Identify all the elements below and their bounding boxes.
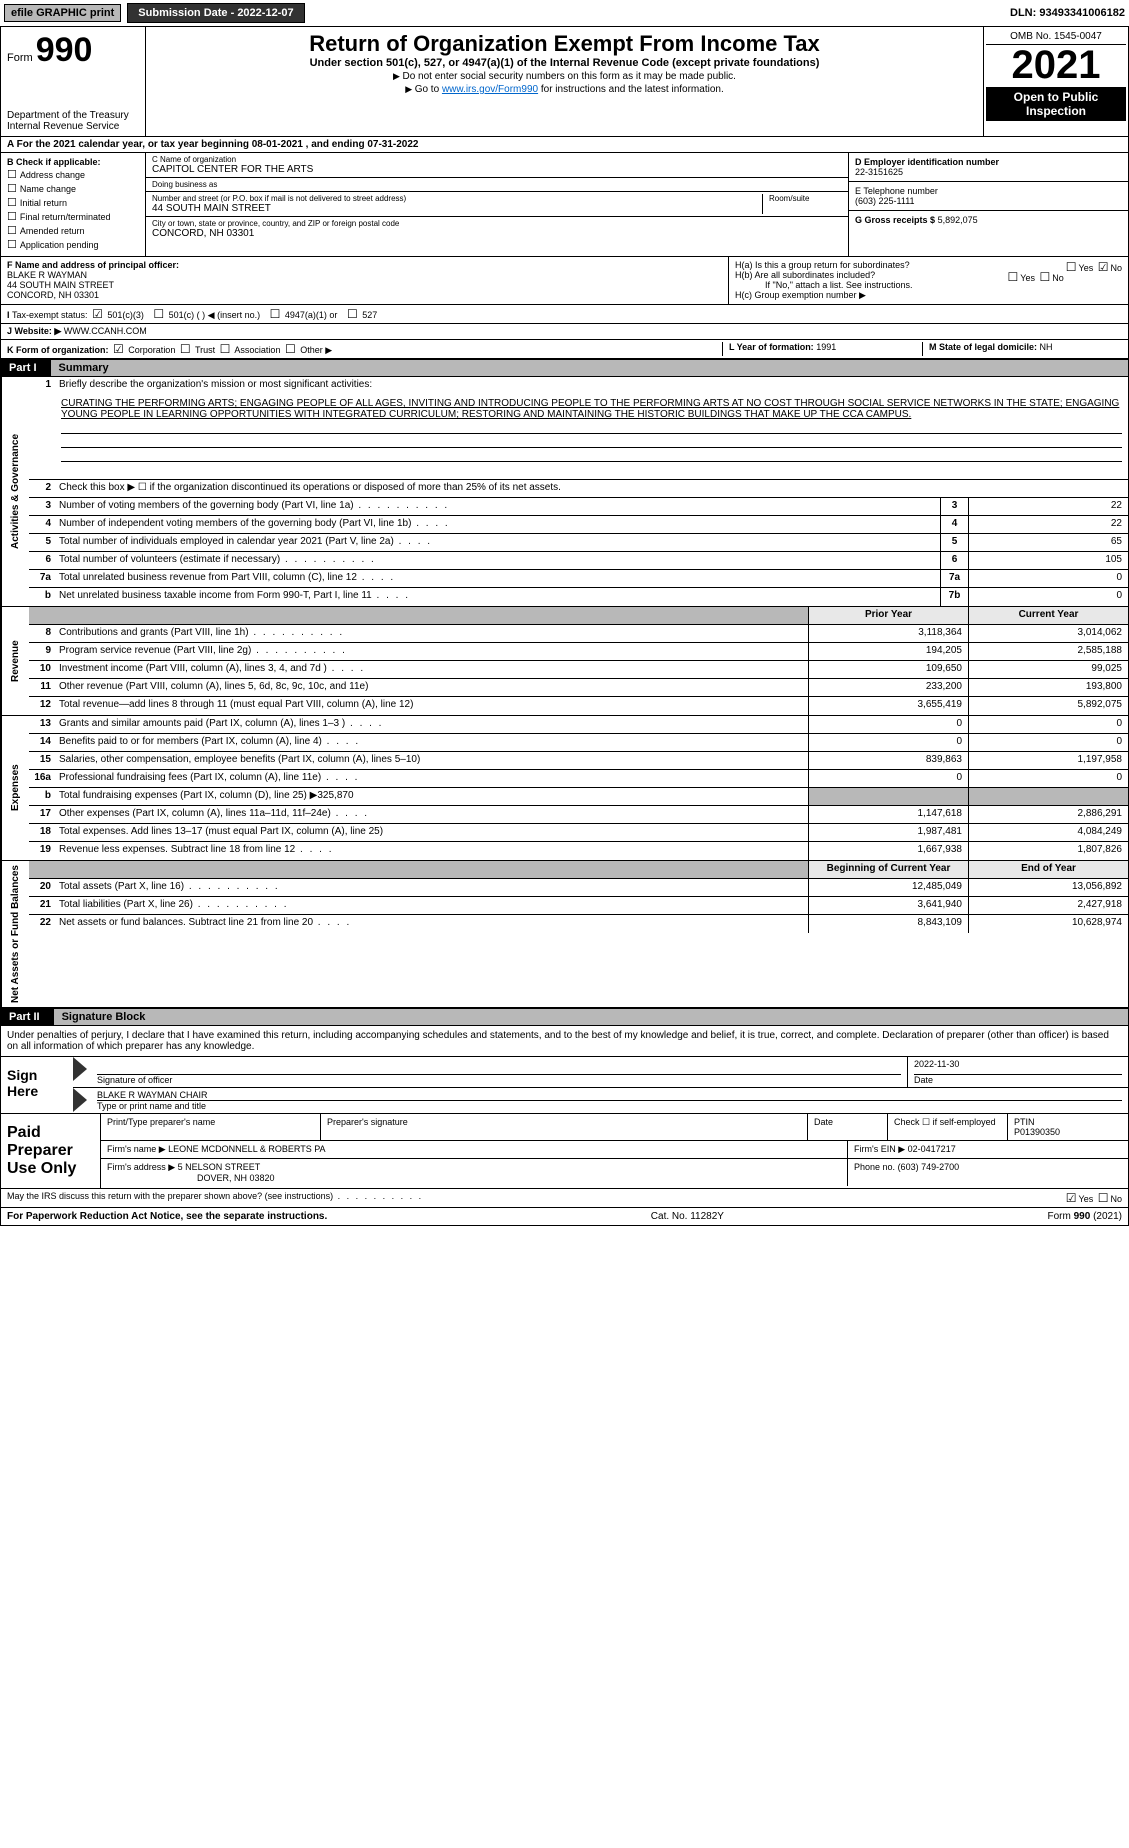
- phone: (603) 225-1111: [855, 196, 1122, 206]
- chk-amended-return[interactable]: Amended return: [7, 224, 139, 237]
- chk-trust[interactable]: [178, 345, 193, 355]
- box-klm: K Form of organization: Corporation Trus…: [0, 340, 1129, 359]
- efile-tag[interactable]: efile GRAPHIC print: [4, 4, 121, 22]
- org-name: CAPITOL CENTER FOR THE ARTS: [152, 164, 842, 175]
- form-prefix: Form: [7, 52, 33, 64]
- preparer-block: Paid Preparer Use Only Print/Type prepar…: [0, 1114, 1129, 1189]
- chk-corporation[interactable]: [111, 345, 126, 355]
- chk-501c[interactable]: [151, 310, 166, 320]
- note-link: Go to www.irs.gov/Form990 for instructio…: [154, 84, 975, 95]
- chk-association[interactable]: [218, 345, 233, 355]
- form-title: Return of Organization Exempt From Incom…: [154, 31, 975, 57]
- submission-date-button[interactable]: Submission Date - 2022-12-07: [127, 3, 304, 23]
- chk-application-pending[interactable]: Application pending: [7, 238, 139, 251]
- irs-label: Internal Revenue Service: [7, 121, 139, 132]
- firm-ein: 02-0417217: [908, 1144, 956, 1154]
- header-right: OMB No. 1545-0047 2021 Open to Public In…: [983, 27, 1128, 136]
- part2-header: Part II Signature Block: [0, 1008, 1129, 1026]
- hb-no[interactable]: [1037, 273, 1052, 283]
- period-a-label: A: [7, 139, 14, 150]
- dln-label: DLN: 93493341006182: [1010, 7, 1125, 19]
- l5-val: 65: [968, 534, 1128, 551]
- street: 44 SOUTH MAIN STREET: [152, 203, 762, 214]
- officer-printed-name: BLAKE R WAYMAN CHAIR: [97, 1090, 1122, 1101]
- section-governance: Activities & Governance 1 Briefly descri…: [0, 377, 1129, 607]
- hb-yes[interactable]: [1006, 273, 1021, 283]
- chk-final-return[interactable]: Final return/terminated: [7, 210, 139, 223]
- chk-527[interactable]: [345, 310, 360, 320]
- box-j: J Website: ▶ WWW.CCANH.COM: [0, 324, 1129, 340]
- irs-link[interactable]: www.irs.gov/Form990: [442, 84, 538, 95]
- inspection-badge: Open to Public Inspection: [986, 87, 1126, 121]
- l6-val: 105: [968, 552, 1128, 569]
- city: CONCORD, NH 03301: [152, 228, 842, 239]
- chk-address-change[interactable]: Address change: [7, 168, 139, 181]
- section-netassets: Net Assets or Fund Balances Beginning of…: [0, 861, 1129, 1008]
- website[interactable]: WWW.CCANH.COM: [64, 326, 147, 336]
- form-number: 990: [36, 31, 93, 69]
- firm-addr2: DOVER, NH 03820: [107, 1173, 275, 1183]
- entity-block: B Check if applicable: Address change Na…: [0, 153, 1129, 257]
- row-fh: F Name and address of principal officer:…: [0, 257, 1129, 305]
- l7b-val: 0: [968, 588, 1128, 606]
- chk-initial-return[interactable]: Initial return: [7, 196, 139, 209]
- l4-val: 22: [968, 516, 1128, 533]
- firm-name: LEONE MCDONNELL & ROBERTS PA: [168, 1144, 325, 1154]
- section-expenses: Expenses 13Grants and similar amounts pa…: [0, 716, 1129, 861]
- ptin: P01390350: [1014, 1127, 1122, 1137]
- ein: 22-3151625: [855, 167, 1122, 177]
- ha-yes[interactable]: [1064, 263, 1079, 273]
- sign-arrow-icon: [73, 1057, 87, 1081]
- footer: For Paperwork Reduction Act Notice, see …: [0, 1208, 1129, 1226]
- mission-text: CURATING THE PERFORMING ARTS; ENGAGING P…: [29, 395, 1128, 480]
- officer-name: BLAKE R WAYMAN: [7, 270, 722, 280]
- top-bar: efile GRAPHIC print Submission Date - 20…: [0, 0, 1129, 27]
- year-formation: 1991: [816, 342, 836, 352]
- firm-addr1: 5 NELSON STREET: [178, 1162, 261, 1172]
- chk-name-change[interactable]: Name change: [7, 182, 139, 195]
- sig-intro: Under penalties of perjury, I declare th…: [0, 1026, 1129, 1057]
- discuss-row: May the IRS discuss this return with the…: [0, 1189, 1129, 1208]
- form-subtitle: Under section 501(c), 527, or 4947(a)(1)…: [154, 57, 975, 69]
- sign-arrow-icon: [73, 1088, 87, 1112]
- box-i: I Tax-exempt status: 501(c)(3) 501(c) ( …: [0, 305, 1129, 324]
- box-h: H(a) Is this a group return for subordin…: [728, 257, 1128, 304]
- box-c: C Name of organization CAPITOL CENTER FO…: [146, 153, 848, 256]
- header-mid: Return of Organization Exempt From Incom…: [146, 27, 983, 136]
- box-b: B Check if applicable: Address change Na…: [1, 153, 146, 256]
- chk-other[interactable]: [283, 345, 298, 355]
- discuss-no[interactable]: [1096, 1194, 1111, 1204]
- period-row: A For the 2021 calendar year, or tax yea…: [0, 137, 1129, 153]
- header-left: Form 990 Department of the Treasury Inte…: [1, 27, 146, 136]
- box-right: D Employer identification number 22-3151…: [848, 153, 1128, 256]
- section-revenue: Revenue Prior Year Current Year 8Contrib…: [0, 607, 1129, 716]
- part1-header: Part I Summary: [0, 359, 1129, 377]
- l7a-val: 0: [968, 570, 1128, 587]
- form-header: Form 990 Department of the Treasury Inte…: [0, 27, 1129, 137]
- dept-label: Department of the Treasury: [7, 110, 139, 121]
- sign-block: Sign Here Signature of officer 2022-11-3…: [0, 1057, 1129, 1114]
- box-f: F Name and address of principal officer:…: [1, 257, 728, 304]
- sign-date: 2022-11-30: [914, 1059, 1122, 1075]
- gross-receipts: 5,892,075: [938, 215, 978, 225]
- discuss-yes[interactable]: [1064, 1194, 1079, 1204]
- tax-year: 2021: [986, 45, 1126, 85]
- state-domicile: NH: [1040, 342, 1053, 352]
- chk-501c3[interactable]: [90, 310, 105, 320]
- firm-phone: (603) 749-2700: [898, 1162, 960, 1172]
- note-ssn: Do not enter social security numbers on …: [154, 71, 975, 82]
- ha-no[interactable]: [1096, 263, 1111, 273]
- chk-4947[interactable]: [268, 310, 283, 320]
- l3-val: 22: [968, 498, 1128, 515]
